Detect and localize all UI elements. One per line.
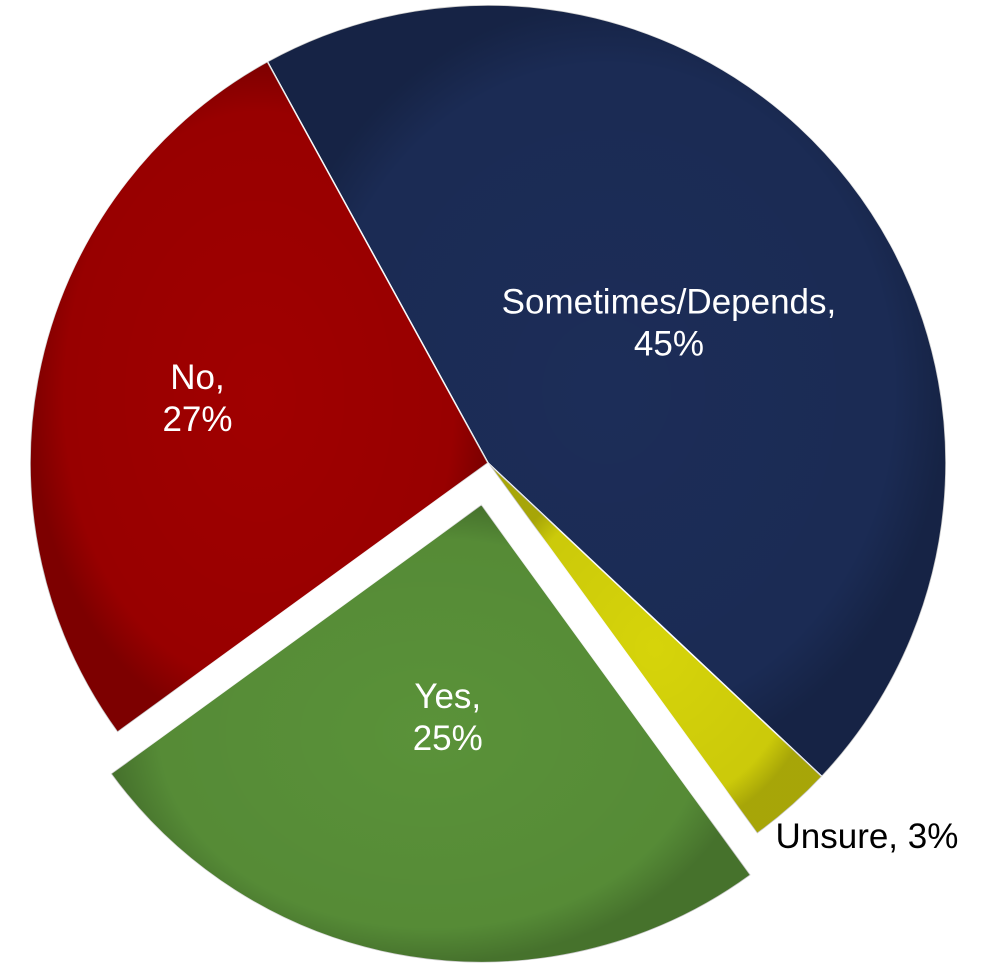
- labels-layer: Sometimes/Depends, 45% Unsure, 3% Yes, 25% No…: [162, 283, 958, 856]
- pie-slice-shade-unsure: [488, 463, 822, 834]
- slice-label-no: No, 27%: [162, 358, 232, 439]
- slice-label-value: 45%: [634, 325, 704, 364]
- pie-slice-shade-sometimes-depends: [267, 5, 946, 777]
- slice-label-name: Sometimes/Depends,: [502, 283, 837, 322]
- pie-slice-sometimes-depends: [266, 4, 947, 778]
- pie-slice-unsure: [487, 462, 823, 835]
- slice-label-sometimes-depends: Sometimes/Depends, 45%: [502, 283, 837, 364]
- pie-slice-shade-no: [29, 61, 488, 733]
- slice-label-value: 27%: [162, 400, 232, 439]
- slice-label-value: 25%: [413, 719, 483, 758]
- pie-slice-shade-yes: [110, 504, 751, 963]
- slice-label-unsure: Unsure, 3%: [775, 817, 958, 856]
- slices-layer: [29, 4, 947, 964]
- pie-slice-no: [29, 60, 489, 734]
- slice-label-name: Yes,: [414, 677, 481, 716]
- slice-label-name: No,: [170, 358, 224, 397]
- slice-label-yes: Yes, 25%: [413, 677, 483, 758]
- pie-slice-yes: [109, 503, 752, 964]
